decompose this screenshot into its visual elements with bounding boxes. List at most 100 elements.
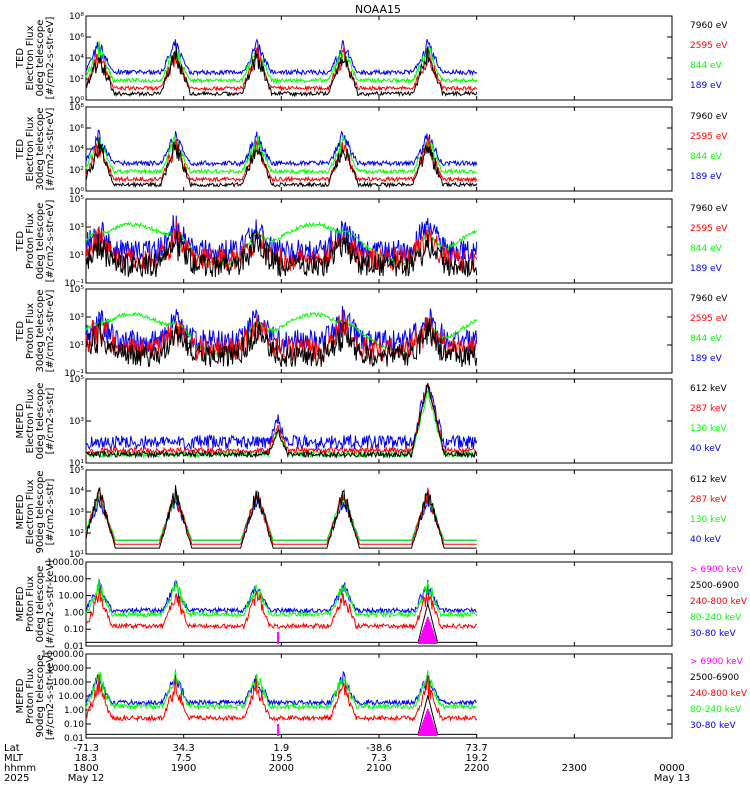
legend-entry-green: 130 keV [690,424,727,434]
y-tick-label: 10⁸ [69,103,84,113]
x-row-label: MLT [4,753,24,764]
x-row-value: 18.3 [75,753,97,764]
legend-entry-blue: 30-80 keV [690,629,736,639]
series-red [85,486,477,545]
legend-entry-black: 2500-6900 [690,581,739,591]
series-green [85,669,478,711]
y-tick-label: 10⁻¹ [64,369,84,379]
legend-entry-magenta: > 6900 keV [690,565,744,575]
legend-entry-blue: 189 eV [690,354,723,364]
y-axis-label-line: [#/cm2-s-str-keV] [45,652,56,740]
y-tick-label: 10² [69,75,84,85]
series-red [85,137,478,183]
legend-entry-red: 287 keV [690,404,727,414]
legend-entry-black: 2500-6900 [690,673,739,683]
legend-entry-red: 2595 eV [690,41,728,51]
legend-entry-blue: 40 keV [690,535,722,545]
y-tick-label: 100.00 [53,678,85,688]
series-blue [85,215,478,265]
y-tick-label: 10⁵ [69,285,84,295]
series-black [85,137,478,189]
legend-entry-black: 612 keV [690,384,727,394]
y-axis-label-line: Electron Flux [25,388,36,453]
legend-entry-blue: 40 keV [690,444,722,454]
y-tick-label: 10⁻¹ [64,279,84,289]
y-tick-label: 10² [69,529,84,539]
y-axis-label-line: Proton Flux [25,213,36,269]
panel-6: 10¹ 10² 10³ 10⁴ 10⁵ MEPED Electron Flux 90deg t… [15,466,727,560]
y-axis-label-line: 90deg telescope [35,470,46,553]
legend-entry-blue: 189 eV [690,264,723,274]
legend-entry-red: 2595 eV [690,314,728,324]
y-axis-label-line: Electron Flux [25,25,36,90]
y-tick-label: 10⁴ [69,145,84,155]
series-blue [85,579,477,615]
y-axis-label-line: 30deg telescope [35,289,46,372]
x-row-value: May 13 [654,773,691,784]
y-tick-label: 10⁵ [69,466,84,476]
y-axis-label-line: [#/cm2-s-str-keV] [45,560,56,648]
y-tick-label: 10⁶ [69,124,84,134]
y-axis-label-line: 30deg telescope [35,107,46,190]
y-axis-label-line: MEPED [15,494,26,529]
x-row-value: 7.3 [371,753,387,764]
y-tick-label: 100.00 [53,575,85,585]
panel-8: 0.01 0.10 1.00 10.00 100.00 1000.00 10000.00 ME… [15,650,748,744]
x-row-value: 73.7 [466,743,488,754]
y-axis-label-line: 90deg telescope [35,654,46,737]
legend-entry-green: 844 eV [690,334,723,344]
legend-entry-green: 80-240 keV [690,613,742,623]
series-black [86,695,477,735]
x-row-label: Lat [4,743,20,754]
series-blue [85,670,477,707]
y-tick-label: 10⁶ [69,33,84,43]
panel-frame [85,469,673,555]
x-row-value: May 12 [68,773,105,784]
y-tick-label: 10⁸ [69,12,84,22]
y-axis-label-line: TED [15,139,26,160]
y-tick-label: 1000.00 [47,558,84,568]
y-tick-label: 10³ [69,223,84,233]
legend-entry-green: 844 eV [690,244,723,254]
x-row-value: 2100 [366,763,391,774]
legend-entry-green: 130 keV [690,515,727,525]
y-tick-label: 10³ [69,508,84,518]
panel-1: 10⁰ 10² 10⁴ 10⁶ 10⁸ TED Electron Flux 0deg tele… [15,12,728,106]
series-black [85,230,478,278]
y-tick-label: 10⁵ [69,195,84,205]
series-red [85,587,478,631]
legend-entry-red: 240-800 keV [690,597,748,607]
y-tick-label: 10¹ [69,251,84,261]
x-row-value: -38.6 [366,743,392,754]
x-row-value: 1900 [171,763,196,774]
x-row-value: 7.5 [176,753,192,764]
y-tick-label: 0.01 [64,642,84,652]
x-row-value: 0000 [659,763,684,774]
x-row-value: 34.3 [173,743,195,754]
panel-frame [85,288,673,374]
legend-entry-green: 80-240 keV [690,705,742,715]
legend-entry-black: 7960 eV [690,204,728,214]
series-green [85,134,478,175]
y-tick-label: 10³ [69,417,84,427]
x-row-value: 19.2 [466,753,488,764]
series-blue [85,38,478,77]
y-axis-label-line: 0deg telescope [35,20,46,97]
y-tick-label: 10⁴ [69,487,84,497]
y-axis-label-line: Proton Flux [25,303,36,359]
series-blue [85,129,478,168]
y-axis-label-line: [#/cm2-s-str-eV] [45,200,56,283]
x-row-label: 2025 [4,773,29,784]
legend-entry-magenta: > 6900 keV [690,657,744,667]
series-black [85,383,478,459]
y-axis-label-line: MEPED [15,678,26,713]
series-black [85,485,477,549]
legend-entry-green: 844 eV [690,61,723,71]
x-row-value: 2300 [562,763,587,774]
x-row-value: 2000 [269,763,294,774]
series-green [85,579,478,619]
panel-7: 0.01 0.10 1.00 10.00 100.00 1000.00 MEPED Proto… [15,558,748,652]
x-row-value: -71.3 [73,743,99,754]
x-row-label: hhmm [4,763,36,774]
